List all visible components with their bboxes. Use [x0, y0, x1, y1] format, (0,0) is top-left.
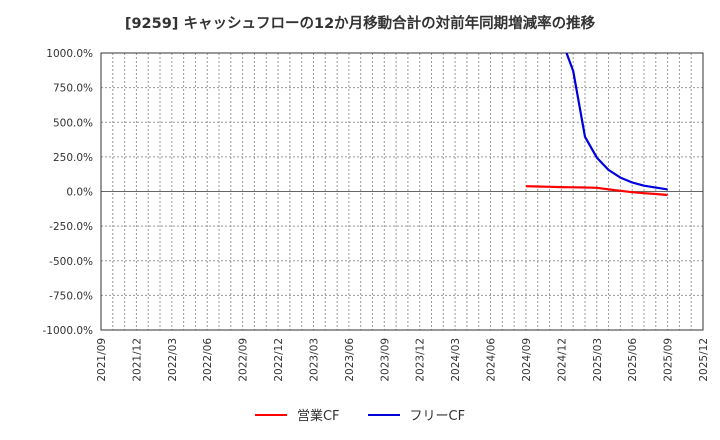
y-tick-label: 500.0%	[53, 117, 93, 129]
x-tick-label: 2025/06	[627, 338, 639, 382]
y-tick-label: 1000.0%	[46, 48, 93, 60]
x-tick-label: 2022/03	[167, 338, 179, 382]
x-tick-label: 2024/03	[450, 338, 462, 382]
x-tick-label: 2021/12	[131, 338, 143, 382]
legend-swatch-blue	[367, 413, 400, 416]
y-tick-label: -750.0%	[49, 290, 93, 302]
series-line	[565, 53, 668, 191]
x-tick-label: 2023/09	[379, 338, 391, 382]
x-tick-label: 2021/09	[96, 338, 108, 382]
legend-item-operating-cf: 営業CF	[254, 405, 340, 424]
legend-label: 営業CF	[296, 409, 340, 424]
x-tick-label: 2023/12	[415, 338, 427, 382]
chart-title: [9259] キャッシュフローの12か月移動合計の対前年同期増減率の推移	[124, 16, 596, 32]
x-tick-label: 2022/12	[273, 338, 285, 382]
legend-item-free-cf: フリーCF	[367, 405, 466, 424]
series-line	[525, 185, 668, 197]
x-tick-label: 2025/03	[592, 338, 604, 382]
chart-legend: 営業CF フリーCF	[0, 405, 720, 424]
x-tick-label: 2022/06	[202, 338, 214, 382]
x-tick-label: 2023/03	[308, 338, 320, 382]
x-tick-label: 2024/09	[521, 338, 533, 382]
y-tick-label: 0.0%	[66, 187, 93, 199]
x-tick-label: 2025/12	[698, 338, 710, 382]
plot-area	[100, 52, 704, 331]
x-tick-label: 2022/09	[238, 338, 250, 382]
x-tick-label: 2024/06	[486, 338, 498, 382]
x-tick-label: 2023/06	[344, 338, 356, 382]
y-tick-label: 250.0%	[53, 152, 93, 164]
y-tick-label: -250.0%	[49, 221, 93, 233]
y-tick-label: 750.0%	[53, 83, 93, 95]
legend-swatch-red	[254, 413, 287, 416]
x-tick-label: 2025/09	[663, 338, 675, 382]
y-tick-label: -500.0%	[49, 256, 93, 268]
x-tick-label: 2024/12	[556, 338, 568, 382]
y-tick-label: -1000.0%	[42, 325, 93, 337]
legend-label: フリーCF	[409, 409, 466, 424]
